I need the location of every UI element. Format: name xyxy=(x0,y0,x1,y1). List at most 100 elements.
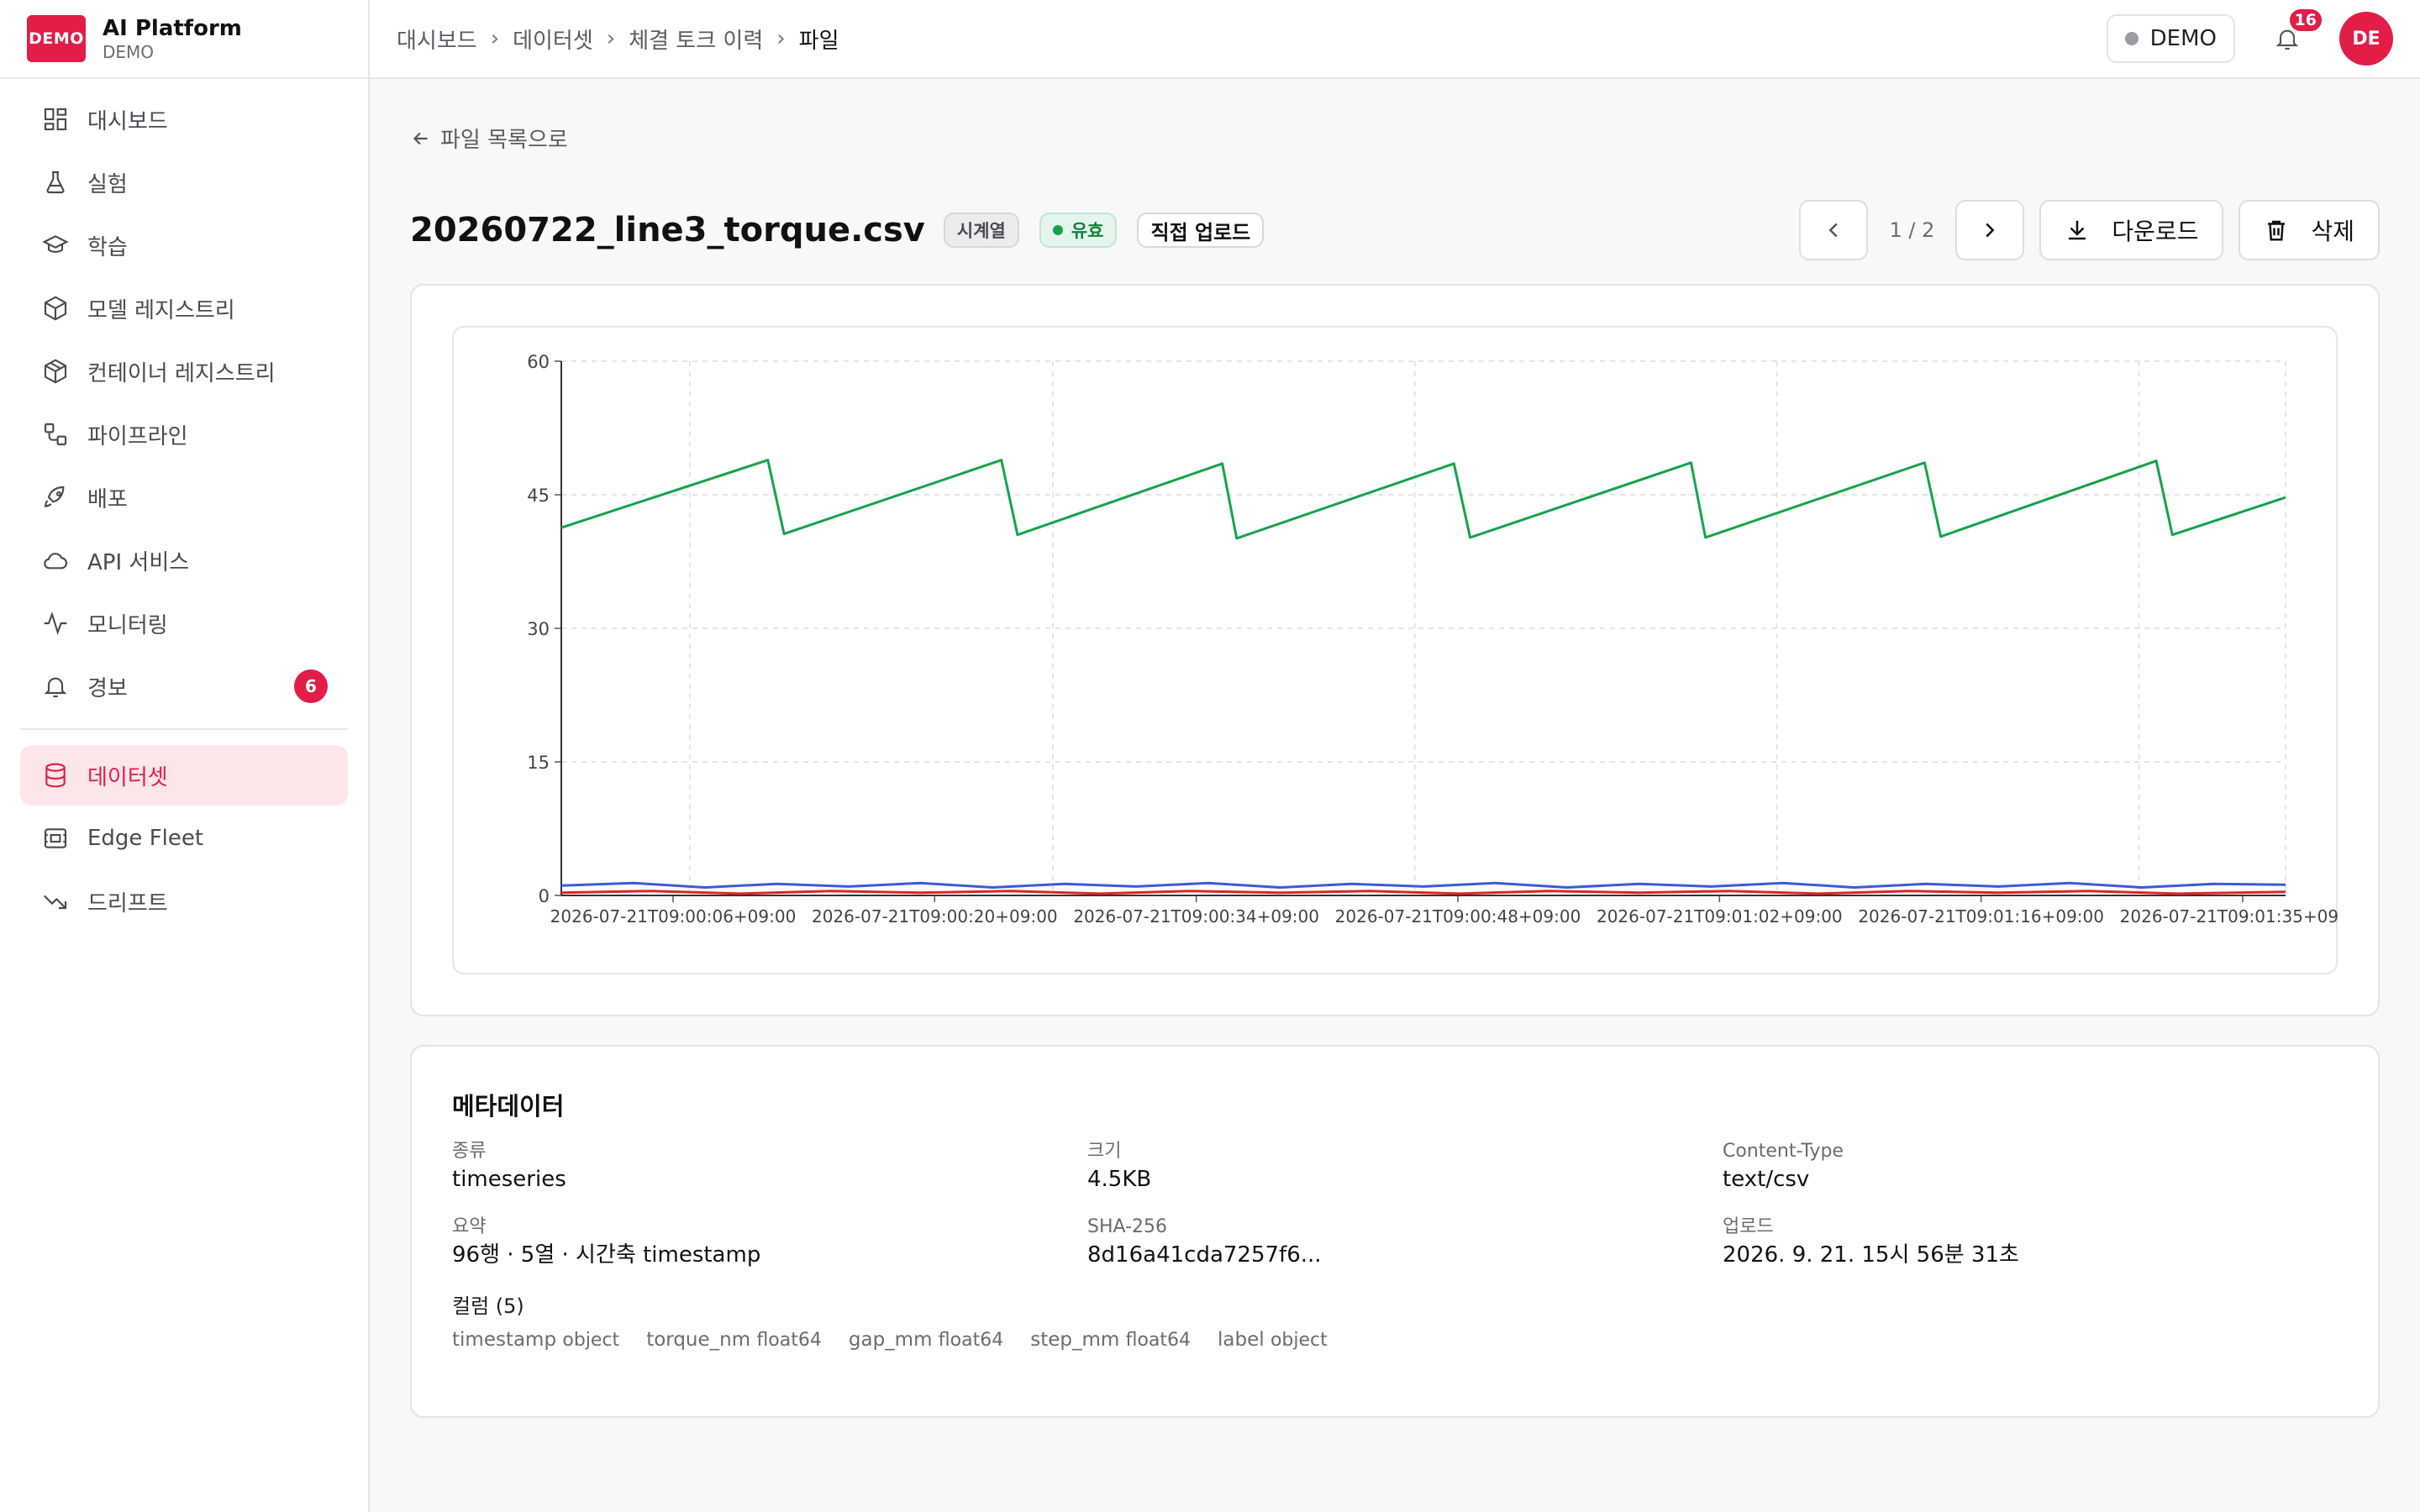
top-header: 대시보드 › 데이터셋 › 체결 토크 이력 › 파일 DEMO 16 DE xyxy=(370,0,2420,79)
sidebar-item-training[interactable]: 학습 xyxy=(20,215,348,276)
chart-card: 0 15 30 45 60 2026-07-21T09:00:06+09:00 2026-0… xyxy=(410,284,2380,1016)
brand-title: AI Platform xyxy=(103,16,242,41)
sidebar-item-monitoring[interactable]: 모니터링 xyxy=(20,593,348,654)
y-tick-label: 45 xyxy=(527,486,550,506)
dashboard-icon xyxy=(42,106,69,133)
brand-subtitle: DEMO xyxy=(103,42,155,62)
sidebar-item-api-services[interactable]: API 서비스 xyxy=(20,530,348,591)
container-icon xyxy=(42,358,69,385)
status-dot-icon xyxy=(2124,32,2139,45)
meta-field-sha256: SHA-256 8d16a41cda7257f6... xyxy=(1087,1215,1723,1270)
column-item: timestamp object xyxy=(452,1329,620,1351)
rocket-icon xyxy=(42,484,69,511)
sidebar-nav: 대시보드 실험 학습 모델 레지스트리 컨테이너 레지스트리 파이프라인 배포 xyxy=(0,79,368,944)
sidebar-item-label: 실험 xyxy=(87,171,128,197)
download-button[interactable]: 다운로드 xyxy=(2039,200,2224,260)
sidebar-item-alerts[interactable]: 경보 6 xyxy=(20,656,348,717)
sidebar-item-label: 드리프트 xyxy=(87,890,168,916)
user-avatar[interactable]: DE xyxy=(2339,12,2393,66)
pipeline-icon xyxy=(42,421,69,448)
delete-button[interactable]: 삭제 xyxy=(2238,200,2380,260)
timeseries-chart[interactable]: 0 15 30 45 60 2026-07-21T09:00:06+09:00 2026-0… xyxy=(454,328,2339,976)
sidebar-item-label: 컨테이너 레지스트리 xyxy=(87,360,276,386)
graduation-cap-icon xyxy=(42,232,69,259)
column-item: gap_mm float64 xyxy=(848,1329,1004,1351)
x-tick-label: 2026-07-21T09:00:06+09:00 xyxy=(550,906,797,927)
previous-file-button[interactable] xyxy=(1799,200,1869,260)
y-tick-label: 15 xyxy=(527,753,550,773)
meta-label: 종류 xyxy=(452,1141,487,1162)
database-icon xyxy=(42,762,69,789)
meta-label: 업로드 xyxy=(1723,1216,1774,1237)
series-line-1 xyxy=(560,881,2286,889)
columns-list: timestamp object torque_nm float64 gap_m… xyxy=(452,1329,2338,1351)
notification-count-badge: 16 xyxy=(2286,7,2324,34)
delete-label: 삭제 xyxy=(2311,218,2354,245)
sidebar-item-label: 데이터셋 xyxy=(87,764,168,790)
meta-label: Content-Type xyxy=(1723,1141,1844,1162)
meta-value: timeseries xyxy=(452,1167,566,1192)
source-badge: 직접 업로드 xyxy=(1137,213,1265,248)
sidebar-divider xyxy=(20,728,348,730)
status-dot-icon xyxy=(1052,225,1063,235)
cube-icon xyxy=(42,295,69,322)
sidebar-item-label: 모니터링 xyxy=(87,612,168,638)
environment-label: DEMO xyxy=(2149,26,2217,51)
metadata-grid: 종류 timeseries 크기 4.5KB Content-Type text… xyxy=(452,1139,2338,1270)
sidebar-item-edge-fleet[interactable]: Edge Fleet xyxy=(20,808,348,869)
page-indicator: 1 / 2 xyxy=(1889,218,1935,242)
sidebar-item-model-registry[interactable]: 모델 레지스트리 xyxy=(20,278,348,339)
status-badge: 유효 xyxy=(1039,213,1118,248)
metadata-title: 메타데이터 xyxy=(452,1092,565,1121)
meta-field-size: 크기 4.5KB xyxy=(1087,1139,1723,1194)
meta-label: 요약 xyxy=(452,1216,487,1237)
y-tick-label: 0 xyxy=(539,886,550,906)
x-tick-label: 2026-07-21T09:01:16+09:00 xyxy=(1858,906,2104,927)
meta-label: SHA-256 xyxy=(1087,1216,1168,1237)
series-line-0 xyxy=(560,459,2286,540)
breadcrumb-dashboard[interactable]: 대시보드 xyxy=(397,28,477,54)
environment-chip[interactable]: DEMO xyxy=(2106,14,2235,63)
cloud-icon xyxy=(42,547,69,574)
bell-icon xyxy=(42,673,69,700)
brand[interactable]: DEMO AI Platform DEMO xyxy=(0,0,368,79)
flask-icon xyxy=(42,169,69,196)
title-row: 20260722_line3_torque.csv 시계열 유효 직접 업로드 … xyxy=(410,197,2380,264)
column-item: torque_nm float64 xyxy=(646,1329,822,1351)
notifications-button[interactable]: 16 xyxy=(2269,7,2324,57)
edge-device-icon xyxy=(42,825,69,852)
meta-field-content-type: Content-Type text/csv xyxy=(1723,1139,2338,1194)
sidebar-item-dashboard[interactable]: 대시보드 xyxy=(20,89,348,150)
x-tick-label: 2026-07-21T09:01:35+09:00 xyxy=(2120,906,2339,927)
page-title: 20260722_line3_torque.csv xyxy=(410,211,925,249)
sidebar-item-container-registry[interactable]: 컨테이너 레지스트리 xyxy=(20,341,348,402)
meta-label: 크기 xyxy=(1087,1141,1122,1162)
breadcrumb-dataset[interactable]: 체결 토크 이력 xyxy=(629,28,764,54)
sidebar-item-experiments[interactable]: 실험 xyxy=(20,152,348,213)
sidebar-item-pipelines[interactable]: 파이프라인 xyxy=(20,404,348,465)
x-tick-label: 2026-07-21T09:00:48+09:00 xyxy=(1335,906,1581,927)
back-to-files-link[interactable]: 파일 목록으로 xyxy=(410,123,568,154)
y-tick-label: 30 xyxy=(527,619,550,639)
back-link-label: 파일 목록으로 xyxy=(440,128,568,153)
meta-field-uploaded: 업로드 2026. 9. 21. 15시 56분 31초 xyxy=(1723,1215,2338,1270)
meta-value: 2026. 9. 21. 15시 56분 31초 xyxy=(1723,1242,2019,1268)
arrow-left-icon xyxy=(413,132,428,144)
breadcrumb-datasets[interactable]: 데이터셋 xyxy=(513,28,593,54)
metadata-card: 메타데이터 종류 timeseries 크기 4.5KB Content-Typ… xyxy=(410,1045,2380,1418)
sidebar-item-drift[interactable]: 드리프트 xyxy=(20,871,348,932)
series-line-2 xyxy=(560,890,2286,895)
sidebar-item-label: 모델 레지스트리 xyxy=(87,297,235,323)
x-tick-label: 2026-07-21T09:00:34+09:00 xyxy=(1073,906,1319,927)
next-file-button[interactable] xyxy=(1955,200,2025,260)
chevron-left-icon xyxy=(1828,223,1839,238)
sidebar-item-datasets[interactable]: 데이터셋 xyxy=(20,745,348,806)
download-icon xyxy=(2069,220,2086,240)
activity-icon xyxy=(42,610,69,637)
brand-logo: DEMO xyxy=(27,15,86,62)
y-tick-label: 60 xyxy=(527,352,550,372)
sidebar-item-deployments[interactable]: 배포 xyxy=(20,467,348,528)
alerts-count-badge: 6 xyxy=(294,669,328,703)
meta-value: 96행 · 5열 · 시간축 timestamp xyxy=(452,1242,761,1268)
meta-value: 8d16a41cda7257f6... xyxy=(1087,1242,1322,1268)
